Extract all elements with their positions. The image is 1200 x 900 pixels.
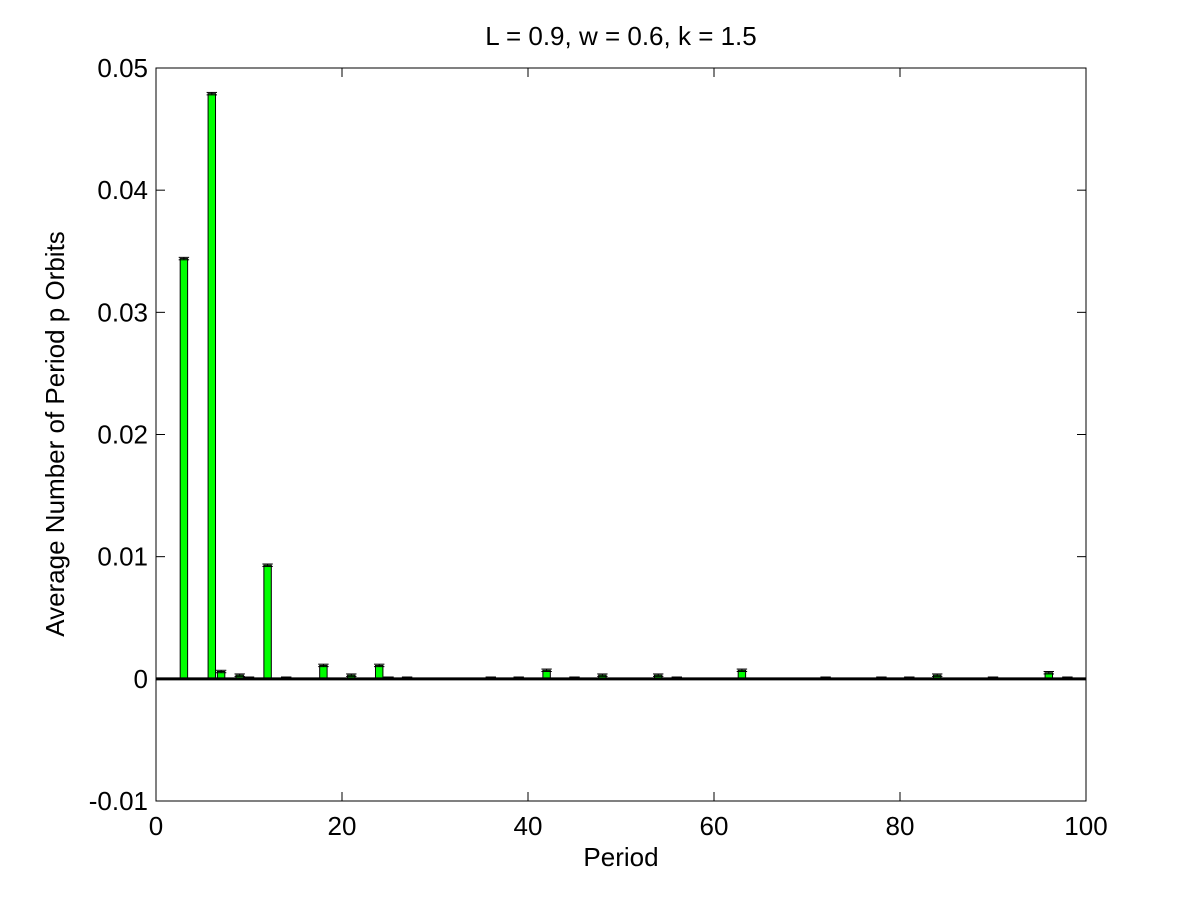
- chart-title: L = 0.9, w = 0.6, k = 1.5: [485, 21, 757, 51]
- x-tick-label: 80: [886, 811, 915, 841]
- bar: [263, 564, 272, 680]
- y-tick-label: -0.01: [89, 786, 148, 816]
- x-axis-ticks: 0 20 40 60 80 100: [149, 68, 1108, 841]
- y-tick-label: 0.01: [97, 542, 148, 572]
- bar: [207, 93, 217, 680]
- plot-area: [156, 68, 1086, 801]
- x-tick-label: 40: [514, 811, 543, 841]
- x-tick-label: 100: [1064, 811, 1107, 841]
- x-tick-label: 20: [328, 811, 357, 841]
- y-tick-label: 0.05: [97, 53, 148, 83]
- y-tick-label: 0.02: [97, 420, 148, 450]
- bar: [374, 664, 384, 680]
- x-tick-label: 60: [700, 811, 729, 841]
- y-axis-ticks: -0.01 0 0.01 0.02 0.03 0.04 0.05: [89, 53, 1086, 816]
- bar: [179, 258, 189, 680]
- y-tick-label: 0.04: [97, 175, 148, 205]
- x-axis-label: Period: [583, 842, 658, 872]
- y-tick-label: 0: [134, 664, 148, 694]
- x-tick-label: 0: [149, 811, 163, 841]
- y-axis-label: Average Number of Period p Orbits: [40, 231, 70, 637]
- bar: [319, 664, 328, 680]
- y-tick-label: 0.03: [97, 297, 148, 327]
